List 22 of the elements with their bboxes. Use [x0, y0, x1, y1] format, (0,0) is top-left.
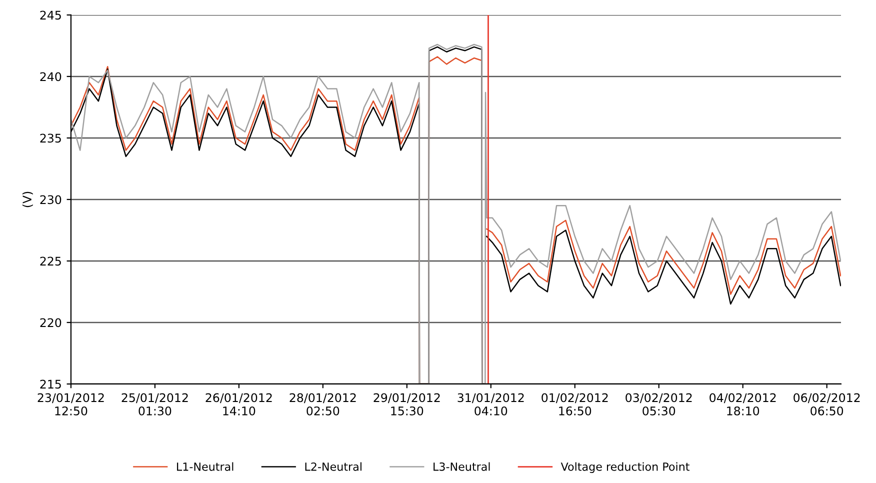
y-tick-label: 235: [40, 134, 61, 143]
x-tick-label: 26/01/2012 14:10: [206, 393, 272, 416]
y-tick-label: 230: [40, 195, 62, 204]
legend-label: L3-Neutral: [434, 462, 490, 471]
y-axis-title: (V): [22, 192, 33, 208]
x-tick-label: 23/01/2012 12:50: [38, 393, 104, 416]
y-tick-label: 225: [40, 256, 61, 266]
y-tick-label: 215: [40, 380, 61, 389]
x-tick-label: 25/01/2012 01:30: [122, 393, 188, 416]
y-tick-label: 220: [40, 318, 62, 328]
x-tick-label: 01/02/2012 16:50: [542, 393, 608, 416]
x-tick-label: 04/02/2012 18:10: [710, 393, 776, 416]
x-tick-label: 03/02/2012 05:30: [626, 393, 692, 416]
legend-label: L2-Neutral: [305, 462, 362, 471]
y-tick-label: 245: [40, 10, 61, 20]
x-tick-label: 28/01/2012 02:50: [290, 393, 356, 416]
x-tick-label: 31/01/2012 04:10: [458, 393, 524, 416]
x-tick-label: 06/02/2012 06:50: [794, 393, 860, 416]
y-tick-label: 240: [40, 72, 62, 82]
legend-label: Voltage reduction Point: [560, 462, 690, 473]
legend-label: L1-Neutral: [177, 462, 234, 471]
x-tick-label: 29/01/2012 15:30: [374, 393, 440, 416]
